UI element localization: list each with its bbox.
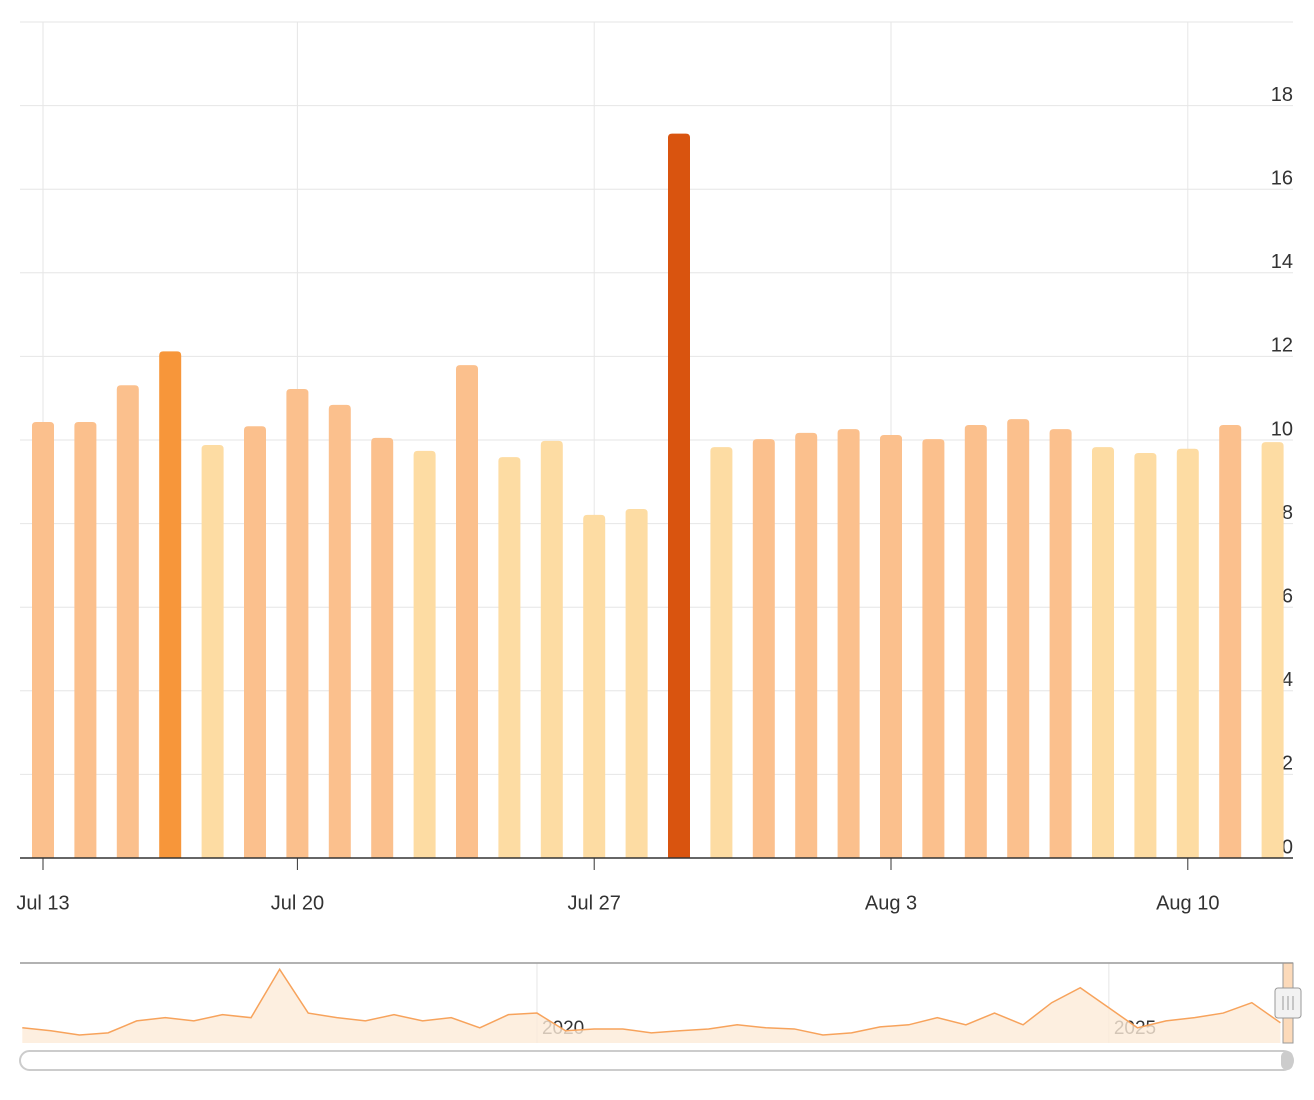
y-tick-label: 18 [1271, 84, 1293, 106]
navigator-area [22, 969, 1281, 1043]
bar [1007, 419, 1030, 858]
bar [922, 439, 945, 858]
scrollbar-track[interactable] [19, 1050, 1294, 1071]
bar [74, 422, 97, 858]
bar [1219, 424, 1242, 858]
y-tick-label: 8 [1282, 502, 1293, 524]
bar [1134, 452, 1157, 858]
navigator-line [22, 967, 1281, 1036]
bar [837, 429, 860, 858]
bar [456, 365, 478, 858]
y-tick-label: 2 [1282, 753, 1293, 775]
x-tick-label: Jul 27 [568, 892, 621, 914]
bar [540, 440, 563, 858]
y-tick-label: 4 [1282, 669, 1293, 691]
y-tick-label: 12 [1271, 335, 1293, 357]
bar [1176, 448, 1199, 858]
bar [498, 457, 521, 858]
y-tick-label: 6 [1282, 585, 1293, 607]
x-tick-label: Jul 20 [271, 892, 324, 914]
bar [116, 385, 139, 858]
bar [880, 434, 902, 858]
y-tick-label: 0 [1282, 836, 1293, 858]
x-tick-label: Aug 3 [865, 892, 917, 914]
y-tick-label: 16 [1271, 167, 1293, 189]
bar [795, 432, 818, 858]
bar [201, 445, 224, 858]
bar [710, 447, 733, 858]
y-tick-label: 14 [1271, 251, 1293, 273]
y-tick-label: 10 [1271, 418, 1293, 440]
bar [328, 404, 351, 858]
bar [583, 514, 606, 858]
bar [286, 389, 309, 858]
bar [413, 450, 436, 858]
bar [1049, 429, 1072, 858]
bar [964, 424, 987, 858]
bar [371, 437, 394, 858]
bar [1261, 442, 1284, 858]
bar [244, 426, 266, 858]
x-tick-label: Aug 10 [1156, 892, 1219, 914]
bar [1092, 447, 1114, 858]
bar [625, 508, 648, 858]
bar [159, 351, 182, 858]
scrollbar-thumb[interactable] [1281, 1051, 1293, 1070]
bar [668, 133, 690, 858]
x-tick-label: Jul 13 [16, 892, 69, 914]
bar [32, 422, 54, 858]
bar [752, 439, 775, 858]
